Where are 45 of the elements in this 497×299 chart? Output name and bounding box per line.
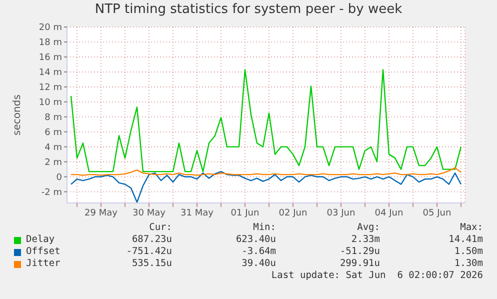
line-series — [70, 69, 462, 172]
text: 1.50m — [453, 246, 483, 257]
y-tick-label: 20 m — [38, 23, 62, 34]
x-tick-label: 31 May — [180, 208, 214, 218]
text: -751.42u — [125, 246, 172, 257]
x-tick-label: 29 May — [84, 208, 118, 218]
text: 623.40u — [234, 234, 276, 245]
x-tick-label: 05 Jun — [422, 208, 452, 218]
text: -51.29u — [338, 246, 380, 257]
text: 2.33m — [350, 234, 380, 245]
text: Cur: — [148, 222, 173, 233]
y-tick-label: 2 m — [44, 158, 62, 168]
text: -3.64m — [240, 246, 276, 257]
text: 1.30m — [453, 258, 483, 269]
legend-label: Jitter — [26, 258, 60, 269]
y-tick-label: 16 m — [38, 53, 62, 64]
y-tick-label: 4 m — [44, 143, 62, 154]
y-axis-title: seconds — [12, 94, 23, 136]
y-tick-label: 14 m — [38, 68, 62, 78]
x-tick-label: 01 Jun — [230, 208, 260, 218]
y-tick-label: 8 m — [44, 113, 62, 124]
y-tick-label: 18 m — [38, 38, 62, 48]
chart-title: NTP timing statistics for system peer - by week — [94, 2, 404, 17]
y-tick-label: 0 — [56, 172, 62, 183]
legend-label: Delay — [26, 234, 55, 245]
text: Min: — [252, 222, 276, 233]
line-series — [70, 170, 462, 203]
text: 687.23u — [130, 234, 172, 245]
y-tick-label: 6 m — [44, 128, 62, 138]
text: 14.41m — [448, 234, 483, 245]
y-tick-label: 10 m — [38, 98, 62, 108]
text: Max: — [459, 222, 483, 233]
text: 39.40u — [240, 258, 276, 269]
legend-label: Offset — [26, 246, 60, 257]
x-tick-label: 04 Jun — [374, 208, 404, 218]
x-tick-label: 30 May — [132, 208, 166, 218]
y-tick-label: -2 m — [41, 188, 62, 198]
x-tick-label: 03 Jun — [326, 208, 356, 218]
text: 299.91u — [338, 258, 380, 269]
text: 535.15u — [130, 258, 172, 269]
y-tick-label: 12 m — [38, 83, 62, 94]
text: Last update: Sat Jun 6 02:00:07 2026 — [270, 270, 483, 281]
text: Avg: — [356, 222, 380, 233]
line-series — [70, 167, 462, 176]
x-tick-label: 02 Jun — [278, 208, 308, 218]
